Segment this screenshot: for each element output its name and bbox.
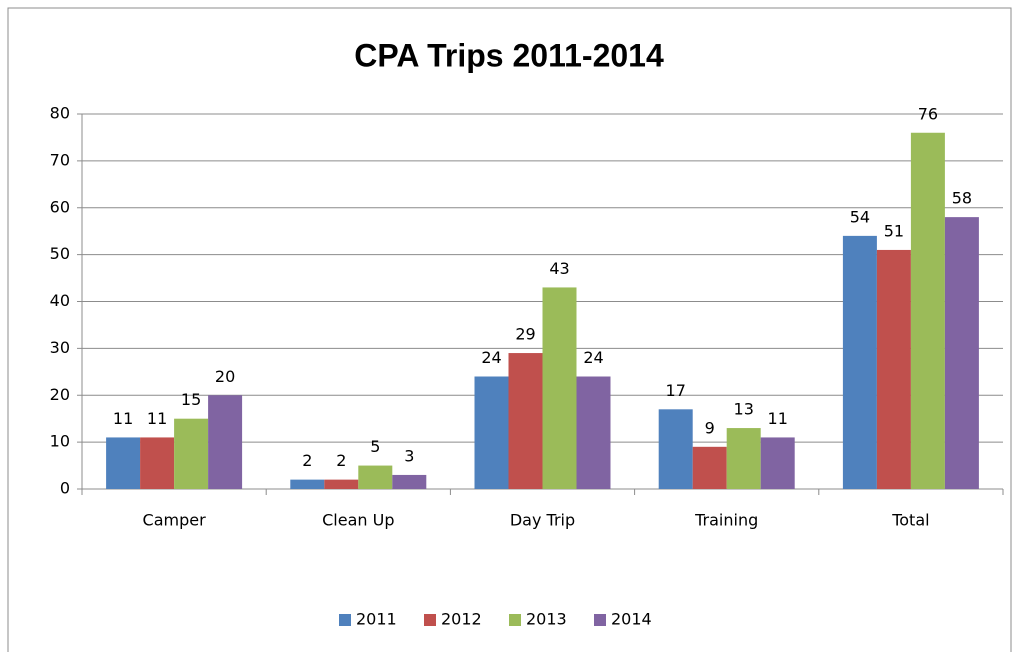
y-tick-label: 70 [50, 150, 70, 169]
bar [324, 479, 359, 489]
y-tick-label: 10 [50, 432, 70, 451]
legend-label: 2013 [526, 610, 567, 629]
data-label: 29 [515, 325, 535, 344]
data-label: 11 [113, 409, 133, 428]
data-label: 24 [481, 348, 501, 367]
bar [290, 479, 325, 489]
data-label: 58 [952, 189, 972, 208]
bar [508, 353, 543, 489]
data-label: 2 [336, 451, 346, 470]
bar [910, 132, 945, 489]
y-tick-label: 50 [50, 244, 70, 263]
data-label: 24 [583, 348, 603, 367]
bar [542, 287, 577, 489]
bar [760, 437, 795, 489]
legend-label: 2014 [611, 610, 652, 629]
data-label: 2 [302, 451, 312, 470]
x-tick-label: Day Trip [510, 511, 575, 530]
bar [106, 437, 141, 489]
y-tick-label: 40 [50, 291, 70, 310]
bar [726, 428, 761, 489]
x-tick-label: Training [694, 511, 758, 530]
data-label: 20 [215, 367, 235, 386]
data-label: 9 [705, 418, 715, 437]
legend-label: 2012 [441, 610, 482, 629]
legend-label: 2011 [356, 610, 397, 629]
data-label: 5 [370, 437, 380, 456]
y-tick-label: 0 [60, 479, 70, 498]
bar [392, 474, 427, 489]
bar [358, 465, 393, 489]
bar [474, 376, 509, 489]
bar [944, 217, 979, 489]
data-label: 13 [734, 400, 754, 419]
bar [658, 409, 693, 489]
legend-swatch [424, 614, 436, 626]
data-label: 17 [666, 381, 686, 400]
y-tick-label: 30 [50, 338, 70, 357]
bar [174, 418, 209, 489]
x-tick-label: Total [891, 511, 929, 530]
data-label: 51 [884, 221, 904, 240]
x-tick-label: Camper [143, 511, 207, 530]
data-label: 3 [404, 446, 414, 465]
legend-swatch [339, 614, 351, 626]
chart-border [7, 7, 1012, 652]
bar [576, 376, 611, 489]
data-label: 54 [850, 207, 870, 226]
y-tick-label: 80 [50, 104, 70, 123]
legend-swatch [594, 614, 606, 626]
x-tick-label: Clean Up [322, 511, 394, 530]
chart-title: CPA Trips 2011-2014 [354, 37, 664, 73]
data-label: 15 [181, 390, 201, 409]
data-label: 43 [549, 259, 569, 278]
bar [842, 235, 877, 489]
data-label: 11 [147, 409, 167, 428]
legend-swatch [509, 614, 521, 626]
y-tick-label: 20 [50, 385, 70, 404]
y-tick-label: 60 [50, 197, 70, 216]
bar [876, 249, 911, 489]
bar [692, 446, 727, 489]
data-label: 11 [768, 409, 788, 428]
bar [208, 395, 243, 489]
data-label: 76 [918, 104, 938, 123]
bar [140, 437, 175, 489]
